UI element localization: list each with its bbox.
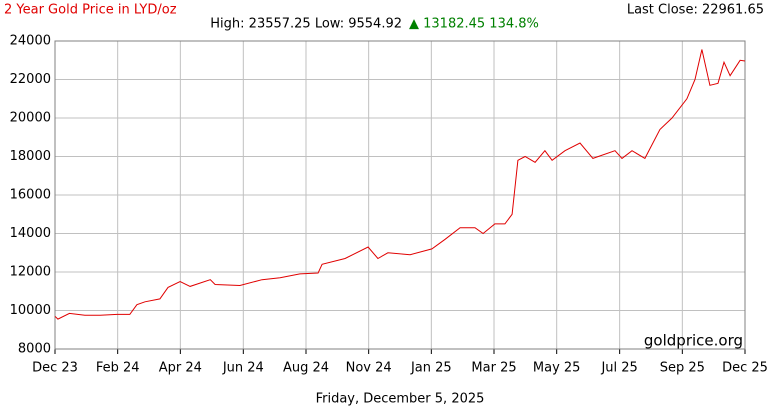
plot-border [54, 40, 746, 350]
x-tick-label: Dec 25 [722, 361, 768, 376]
y-tick-label: 8000 [18, 342, 51, 357]
x-tick-label: Aug 24 [283, 361, 329, 376]
x-tick-label: Feb 24 [96, 361, 140, 376]
y-tick-label: 10000 [10, 303, 51, 318]
y-tick-label: 18000 [10, 149, 51, 164]
last-close: Last Close: 22961.65 [627, 3, 764, 18]
stats: High: 23557.25 Low: 9554.92 [210, 17, 402, 32]
watermark: goldprice.org [644, 332, 743, 350]
x-tick-label: Apr 24 [159, 361, 202, 376]
y-tick-label: 14000 [10, 226, 51, 241]
x-tick-label: Sep 25 [660, 361, 705, 376]
y-tick-label: 24000 [10, 34, 51, 49]
x-tick-label: Jun 24 [222, 361, 264, 376]
y-tick-label: 22000 [10, 72, 51, 87]
y-tick-label: 20000 [10, 111, 51, 126]
y-tick-label: 16000 [10, 188, 51, 203]
x-tick-label: May 25 [533, 361, 581, 376]
x-tick-label: Jul 25 [600, 361, 637, 376]
date-label: Friday, December 5, 2025 [316, 392, 485, 407]
chart-title: 2 Year Gold Price in LYD/oz [4, 3, 177, 18]
x-tick-label: Jan 25 [410, 361, 452, 376]
x-tick-label: Mar 25 [471, 361, 516, 376]
x-tick-label: Dec 23 [32, 361, 78, 376]
change: ▲ 13182.45 134.8% [409, 17, 539, 32]
x-tick-label: Nov 24 [346, 361, 392, 376]
price-line [54, 49, 746, 320]
y-tick-label: 12000 [10, 265, 51, 280]
